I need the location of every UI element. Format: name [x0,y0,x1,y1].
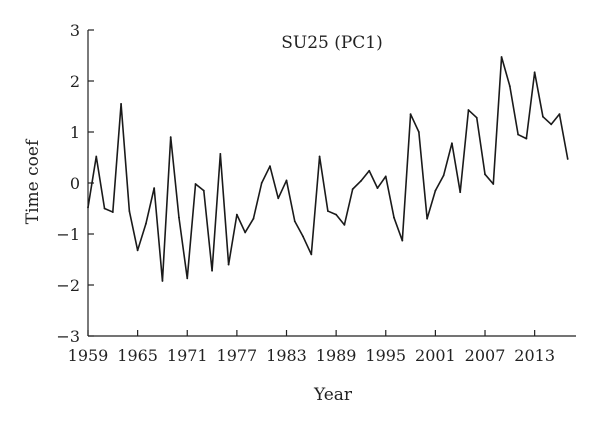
data-point-1966 [144,222,147,225]
y-tick-label: −2 [56,276,80,295]
x-tick-label: 1977 [217,346,258,365]
data-point-1967 [153,187,156,190]
y-tick-label: 3 [70,21,80,40]
x-tick-label: 2013 [514,346,555,365]
data-point-1994 [376,187,379,190]
data-point-2014 [542,115,544,118]
x-tick-label: 2007 [465,346,506,365]
data-point-1965 [136,249,139,252]
data-point-2012 [525,137,528,140]
data-point-2017 [566,158,569,160]
y-tick-label: −3 [56,327,80,346]
y-tick-label: 2 [70,72,80,91]
x-tick-label: 1995 [365,346,406,365]
data-point-1978 [244,231,247,234]
data-point-1992 [360,180,362,182]
data-point-1991 [351,188,354,191]
x-tick-label: 1965 [117,346,158,365]
data-point-1972 [194,183,197,185]
data-point-1974 [211,269,213,272]
data-point-1993 [368,169,371,172]
data-point-1973 [202,189,205,192]
x-tick-label: 1983 [266,346,307,365]
data-point-2005 [467,109,470,111]
data-point-2006 [475,116,478,119]
axes [87,30,576,337]
data-point-1962 [111,211,114,213]
data-point-1971 [186,277,189,280]
data-point-1990 [343,223,346,226]
data-point-1982 [277,197,280,200]
data-point-1980 [260,182,263,184]
data-point-2015 [550,123,553,126]
data-point-2010 [508,85,511,87]
data-point-1998 [409,113,412,116]
data-point-1987 [318,155,321,158]
chart-title: SU25 (PC1) [281,33,383,53]
data-point-1997 [401,239,404,242]
data-point-1969 [169,136,172,139]
x-ticks: 1959 1965 1971 1977 1983 1989 1995 2001 2007 2013 [68,330,555,365]
data-point-1981 [269,165,271,168]
x-tick-label: 2001 [415,346,456,365]
data-point-1986 [310,253,313,256]
x-tick-label: 1989 [316,346,357,365]
y-ticks: −3 −2 −1 0 1 2 3 [56,21,94,346]
data-points [87,56,569,282]
data-point-2000 [426,217,429,220]
y-axis-label: Time coef [23,138,43,224]
data-point-2007 [484,173,486,176]
data-point-2001 [434,189,437,192]
data-point-1976 [227,263,230,266]
data-point-1989 [335,213,338,216]
data-point-1995 [384,175,387,178]
data-point-1983 [285,179,288,182]
data-point-1999 [417,131,420,133]
y-tick-label: 1 [70,123,80,142]
data-point-1988 [326,210,329,212]
x-axis-label: Year [313,385,353,405]
data-point-1970 [178,216,180,219]
data-point-1979 [252,217,255,220]
data-point-1960 [95,155,98,158]
series-line [87,56,569,282]
data-point-2003 [451,142,453,145]
data-point-2009 [500,56,503,58]
data-point-1996 [393,216,395,219]
data-point-2016 [558,113,561,116]
data-point-1977 [235,213,238,216]
data-point-2004 [459,191,462,194]
data-point-2008 [492,183,495,185]
data-point-1975 [219,153,222,155]
x-tick-label: 1959 [68,346,109,365]
data-point-1961 [103,207,106,210]
data-point-2013 [533,71,536,74]
x-tick-label: 1971 [167,346,208,365]
data-point-1968 [161,280,164,282]
data-point-1963 [120,103,122,105]
data-point-1959 [87,206,89,209]
data-point-1964 [128,210,131,212]
y-tick-label: −1 [56,225,80,244]
y-tick-label: 0 [70,174,80,193]
data-point-2011 [517,133,520,136]
data-point-1984 [293,220,296,223]
data-point-2002 [442,174,445,177]
data-point-1985 [302,235,304,238]
